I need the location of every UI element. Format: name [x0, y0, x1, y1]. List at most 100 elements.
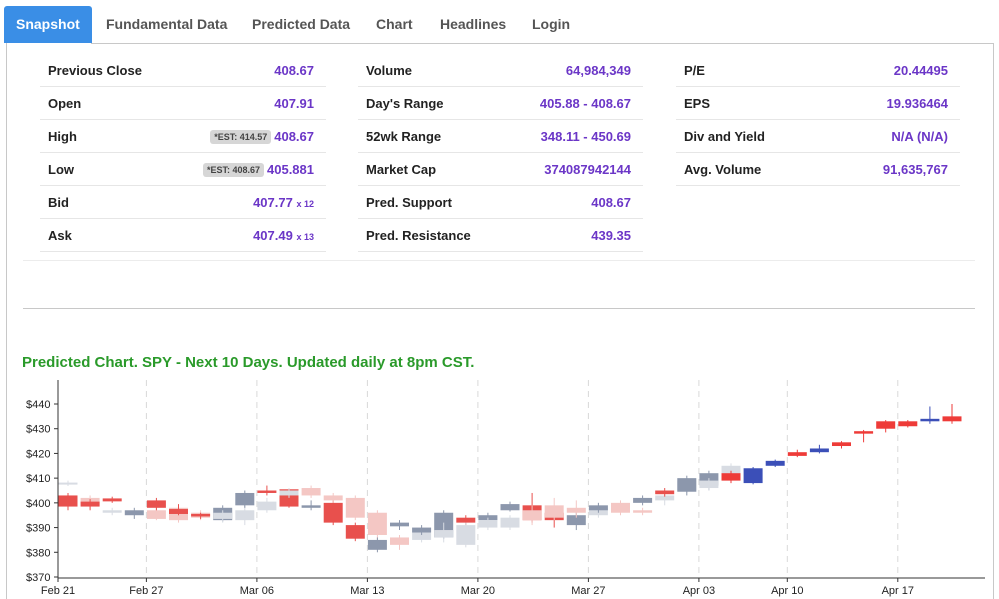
candle-body: [390, 522, 409, 527]
div-yield-label: Div and Yield: [684, 129, 765, 144]
candle: [390, 520, 409, 531]
candle: [80, 499, 100, 511]
candle-body: [257, 490, 277, 493]
pred-support-label: Pred. Support: [366, 195, 452, 210]
row-ask: Ask 407.49 x 13: [40, 219, 326, 252]
days-range-value: 405.88 - 408.67: [539, 96, 631, 111]
candle-body: [655, 490, 675, 495]
candle-body: [721, 473, 741, 481]
x-tick-label: Mar 27: [571, 585, 605, 597]
candle: [146, 497, 166, 511]
y-tick-label: $380: [26, 547, 50, 559]
candle-body: [323, 495, 343, 501]
candle-body: [301, 488, 321, 496]
candle-body: [809, 448, 829, 453]
candle: [500, 515, 520, 531]
candle: [367, 510, 387, 540]
candle: [898, 420, 918, 428]
candle: [434, 522, 454, 543]
candle-body: [367, 539, 387, 550]
candle-body: [920, 418, 940, 422]
candle: [787, 449, 807, 458]
x-tick-label: Apr 17: [882, 585, 914, 597]
tab-predicted-data[interactable]: Predicted Data: [252, 16, 351, 32]
x-tick-label: Apr 10: [771, 585, 803, 597]
candle-body: [434, 530, 454, 538]
candle: [390, 534, 409, 550]
candle: [345, 495, 365, 521]
quote-column-3: P/E 20.44495 EPS 19.936464 Div and Yield…: [676, 54, 960, 186]
y-tick-label: $430: [26, 424, 50, 436]
candle: [633, 495, 653, 506]
tab-login[interactable]: Login: [532, 16, 571, 32]
candle: [102, 507, 122, 516]
avg-volume-label: Avg. Volume: [684, 162, 762, 177]
candle-body: [854, 431, 874, 434]
tab-fundamental-data[interactable]: Fundamental Data: [106, 16, 228, 32]
ask-value: 407.49: [253, 228, 293, 243]
candle: [412, 525, 432, 535]
chart-axes: $370 $380 $390 $400 $410 $420 $430 $440 Feb 21 Fe…: [26, 380, 985, 597]
candle: [920, 406, 940, 424]
candle: [235, 490, 255, 508]
candle-body: [456, 525, 476, 545]
market-cap-label: Market Cap: [366, 162, 437, 177]
row-pred-resistance: Pred. Resistance 439.35: [358, 219, 643, 252]
candle: [257, 485, 277, 496]
candle-body: [146, 500, 166, 508]
candle: [58, 492, 78, 511]
row-div-yield: Div and Yield N/A (N/A): [676, 120, 960, 153]
candle-body: [478, 520, 498, 528]
candle: [588, 502, 608, 513]
candle: [478, 517, 498, 531]
bid-value: 407.77: [253, 195, 293, 210]
low-est-badge: *EST: 408.67: [202, 163, 264, 177]
eps-value: 19.936464: [886, 96, 948, 111]
candle-body: [699, 480, 719, 489]
volume-label: Volume: [366, 63, 412, 78]
x-tick-label: Apr 03: [683, 585, 715, 597]
candle-body: [345, 497, 365, 518]
candle: [301, 500, 321, 511]
candle: [544, 497, 564, 521]
52wk-range-label: 52wk Range: [366, 129, 442, 144]
candle-body: [876, 421, 896, 429]
row-open: Open 407.91: [40, 87, 326, 120]
volume-value: 64,984,349: [565, 63, 631, 78]
candle-body: [323, 502, 343, 523]
high-label: High: [48, 129, 77, 144]
x-tick-label: Feb 27: [129, 585, 163, 597]
tab-chart[interactable]: Chart: [376, 16, 413, 32]
y-tick-label: $440: [26, 399, 50, 411]
candle-body: [765, 460, 785, 466]
candle-body: [942, 416, 962, 422]
previous-close-label: Previous Close: [48, 63, 142, 78]
candle-body: [478, 515, 498, 521]
candle-body: [102, 510, 122, 513]
candle: [169, 504, 188, 516]
pred-support-value: 408.67: [591, 195, 631, 210]
row-volume: Volume 64,984,349: [358, 54, 643, 87]
candle: [345, 522, 365, 542]
high-value-wrap: *EST: 414.57 408.67: [210, 129, 314, 144]
tab-snapshot[interactable]: Snapshot: [4, 6, 92, 43]
y-tick-label: $370: [26, 572, 50, 584]
candle-body: [213, 512, 233, 519]
row-bid: Bid 407.77 x 12: [40, 186, 326, 219]
candle-body: [544, 505, 564, 518]
candle-body: [235, 510, 255, 521]
candle-body: [58, 482, 78, 485]
row-previous-close: Previous Close 408.67: [40, 54, 326, 87]
candle-body: [832, 442, 851, 447]
candle-body: [677, 478, 697, 492]
candle: [699, 478, 719, 491]
candle: [235, 505, 255, 526]
low-value-wrap: *EST: 408.67 405.881: [202, 162, 314, 177]
candle-body: [102, 498, 122, 502]
tab-headlines[interactable]: Headlines: [440, 16, 507, 32]
avg-volume-value: 91,635,767: [882, 162, 948, 177]
row-eps: EPS 19.936464: [676, 87, 960, 120]
candle-body: [655, 495, 675, 501]
candle-body: [301, 505, 321, 508]
predicted-candlestick-chart: $370 $380 $390 $400 $410 $420 $430 $440 Feb 21 Fe…: [26, 380, 985, 597]
